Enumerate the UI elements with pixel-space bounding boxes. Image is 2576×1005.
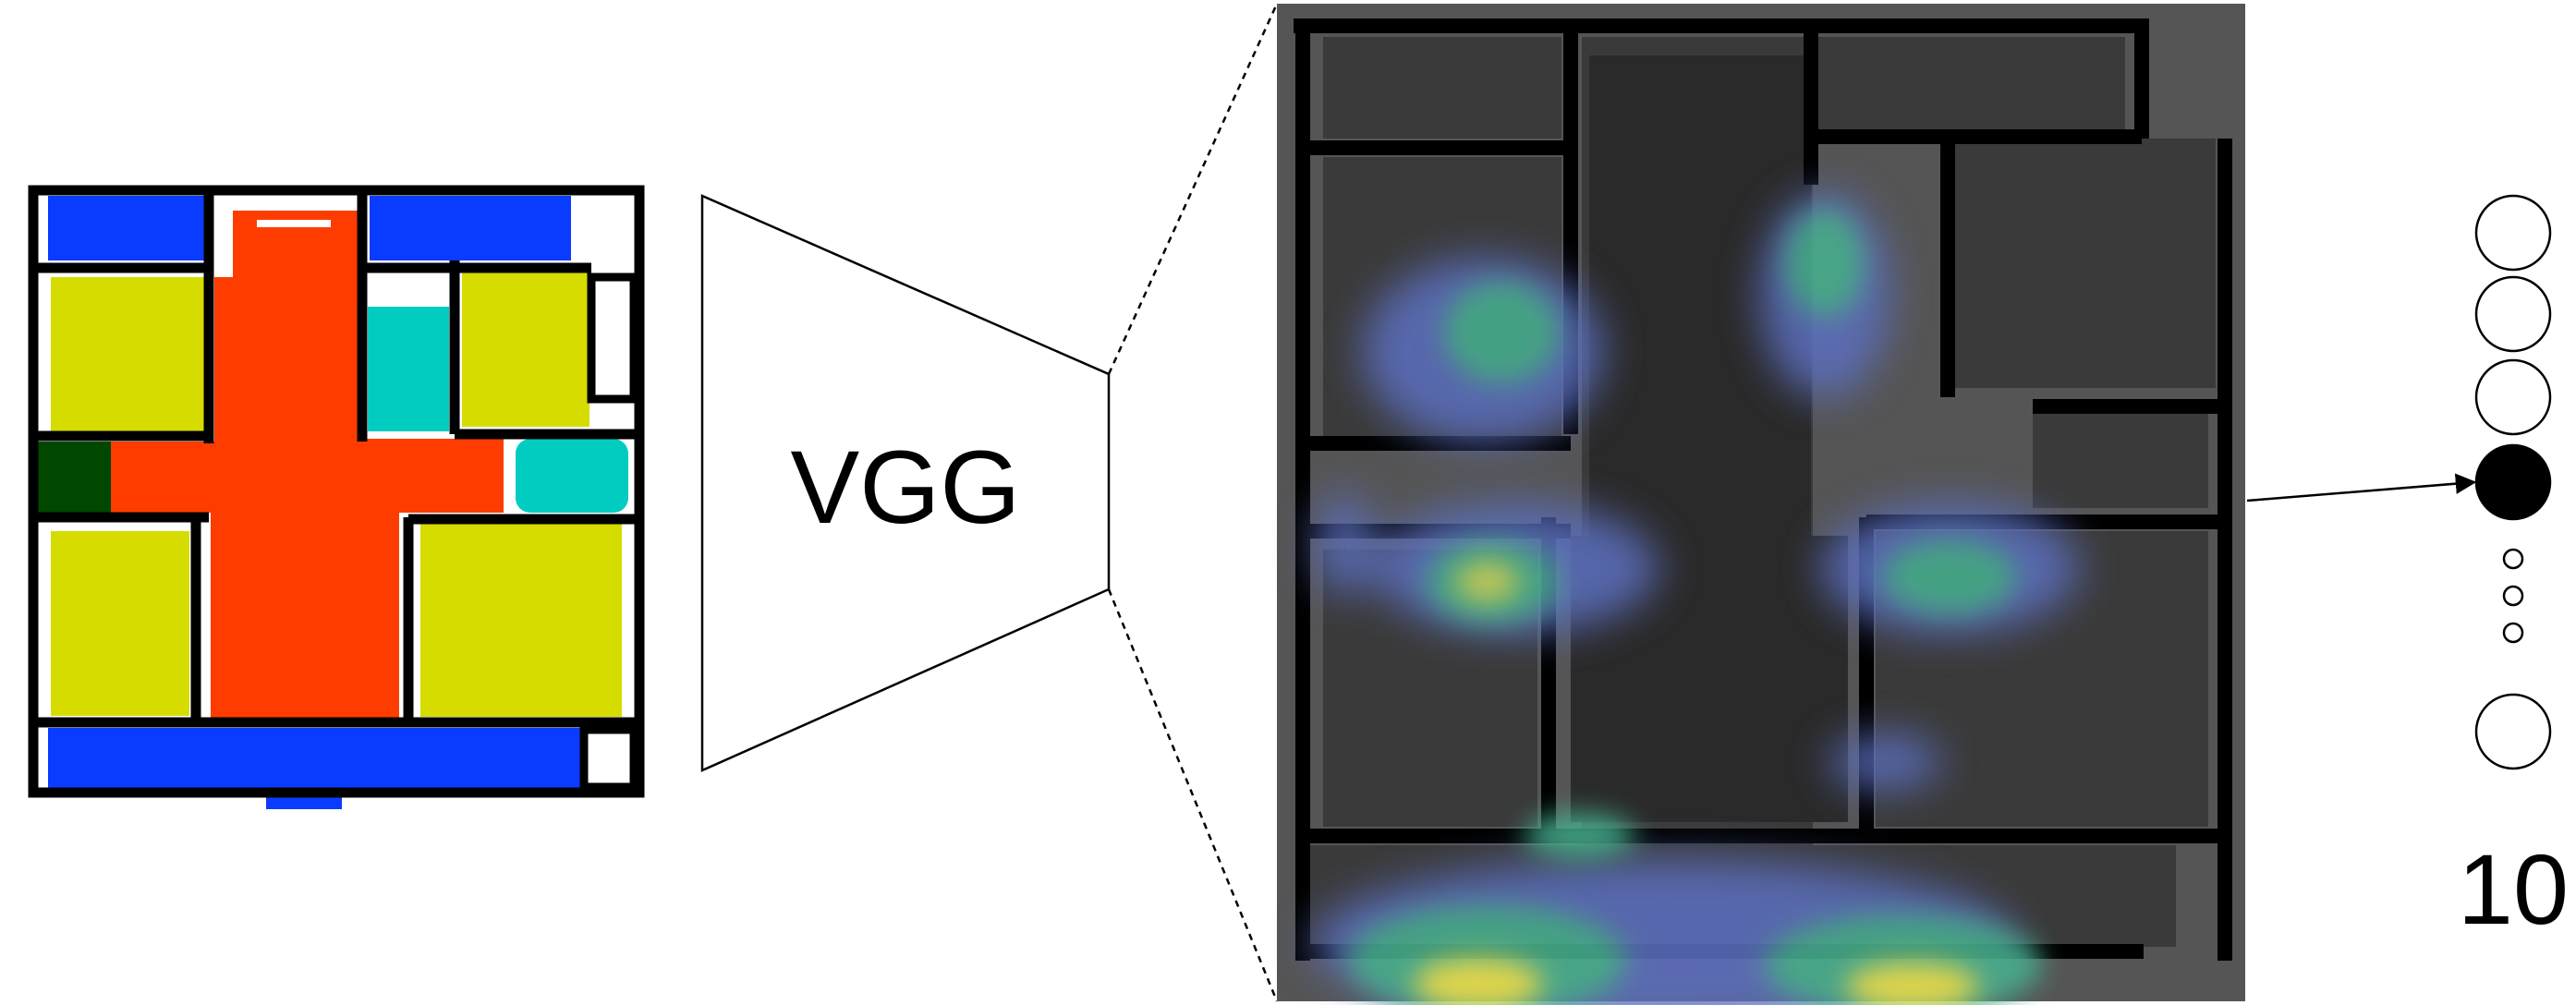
zoom-line-bottom: [1107, 588, 1279, 1002]
corridor: [111, 211, 504, 719]
balcony-bottom: [48, 728, 584, 789]
act-mid-4: [1883, 540, 2016, 614]
hm-room-right-upper: [2033, 406, 2208, 508]
output-arrow: [2246, 473, 2477, 502]
output-layer: [2474, 194, 2552, 770]
act-blob-7: [1317, 494, 1372, 596]
zoom-line-top: [1107, 3, 1279, 375]
floorplan-walls: [28, 185, 645, 798]
zoom-lines: [1107, 3, 1279, 1002]
act-high-1: [1456, 562, 1519, 602]
vgg-label: VGG: [791, 430, 1021, 545]
open-area-right-top: [587, 272, 638, 404]
outer-wall: [28, 185, 645, 798]
activation-heatmap: [1277, 4, 2245, 1005]
hm-room-top-right: [1811, 37, 2125, 134]
open-area-right-bottom: [579, 725, 638, 792]
act-mid-1: [1444, 282, 1559, 383]
bedroom-top-right: [462, 270, 589, 427]
balcony-top-right: [370, 196, 571, 260]
outdoor-left: [37, 442, 111, 515]
ellipsis-dot-1: [2502, 548, 2524, 570]
act-mid-7: [1525, 813, 1635, 859]
balcony-top-left: [48, 196, 210, 260]
output-node-1: [2474, 194, 2552, 272]
bedroom-top-left: [51, 277, 204, 434]
act-high-2: [1414, 958, 1543, 1005]
output-node-3: [2474, 358, 2552, 436]
floorplan-input: [28, 185, 645, 809]
ellipsis-dot-2: [2502, 585, 2524, 607]
bathroom-top: [368, 307, 449, 431]
hm-room-top-left: [1323, 37, 1561, 139]
heatmap-activations: [1312, 194, 2079, 1005]
output-node-active: [2474, 443, 2552, 521]
vgg-block: VGG: [700, 194, 1111, 772]
hm-room-right-mid: [1948, 139, 2216, 388]
act-high-3: [1846, 963, 1979, 1005]
bedroom-bottom-left: [51, 531, 189, 716]
output-node-2: [2474, 275, 2552, 353]
act-mid-2: [1786, 210, 1864, 317]
corridor-detail: [257, 220, 331, 227]
ellipsis-dot-3: [2502, 622, 2524, 644]
act-blob-5: [1829, 734, 1940, 790]
bedroom-bottom-right: [420, 523, 622, 717]
output-count-label: 10: [2458, 833, 2569, 945]
output-node-last: [2474, 693, 2552, 770]
bathroom-right: [516, 439, 628, 513]
